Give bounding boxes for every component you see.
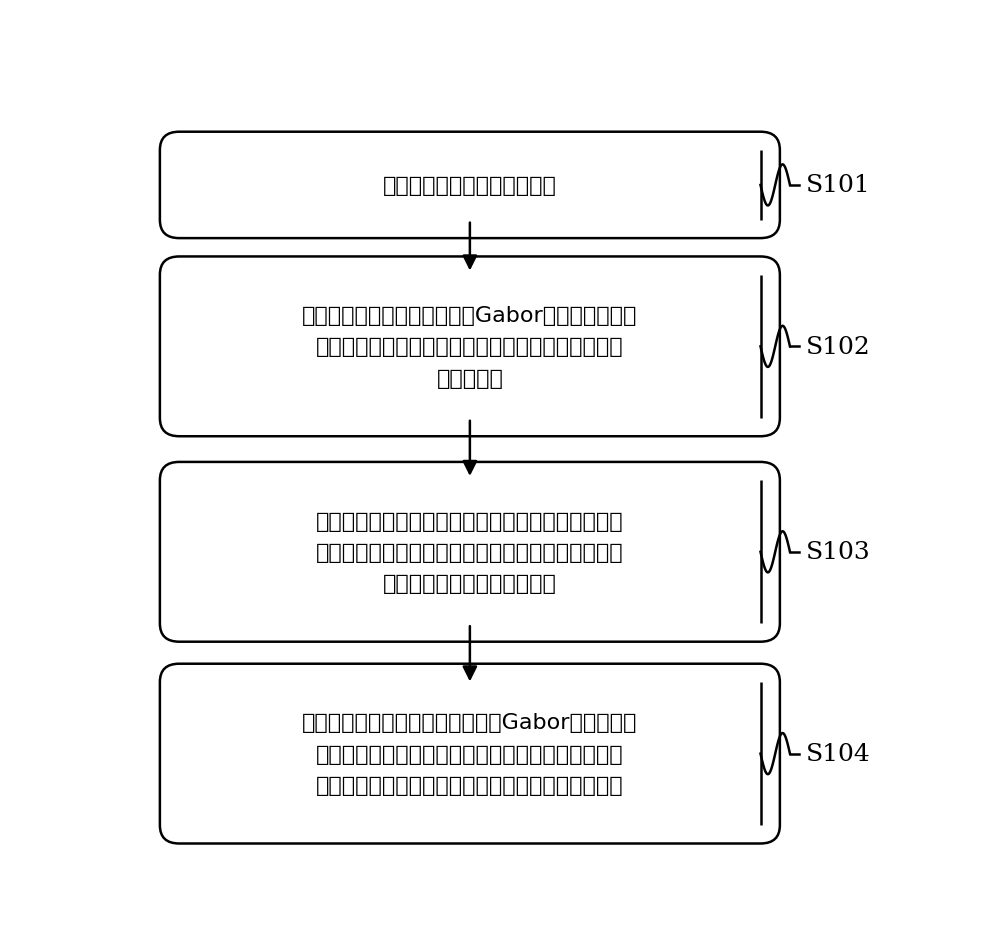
Text: 在频率域上，根据预设的相位误差限值、所述时频振
幅谱数据和所述时频相位谱数据，进行分相位重构，
以得到分相位重构后的数据体: 在频率域上，根据预设的相位误差限值、所述时频振 幅谱数据和所述时频相位谱数据，进…	[316, 511, 624, 593]
FancyBboxPatch shape	[160, 664, 780, 843]
Text: 对所述反射地震数据进行基于Gabor变换的稀疏约束
反演谱分解处理，得到对应的时频振幅谱数据和时频
相位谱数据: 对所述反射地震数据进行基于Gabor变换的稀疏约束 反演谱分解处理，得到对应的时…	[302, 306, 638, 388]
Text: S103: S103	[805, 541, 870, 564]
Text: S104: S104	[805, 743, 870, 765]
FancyBboxPatch shape	[160, 257, 780, 437]
FancyBboxPatch shape	[160, 132, 780, 239]
Text: S102: S102	[805, 335, 870, 359]
FancyBboxPatch shape	[160, 463, 780, 642]
Text: S101: S101	[805, 174, 870, 197]
Text: 对分相位重构后的数据体进行基于Gabor变换的稀疏
约束反演谱分解的逆处理，得到分相位地震数据；其
中，分相位地震数据为包含不同相位分量的地震数据: 对分相位重构后的数据体进行基于Gabor变换的稀疏 约束反演谱分解的逆处理，得到…	[302, 713, 638, 795]
Text: 获取目标区域的反射地震数据: 获取目标区域的反射地震数据	[383, 176, 557, 196]
